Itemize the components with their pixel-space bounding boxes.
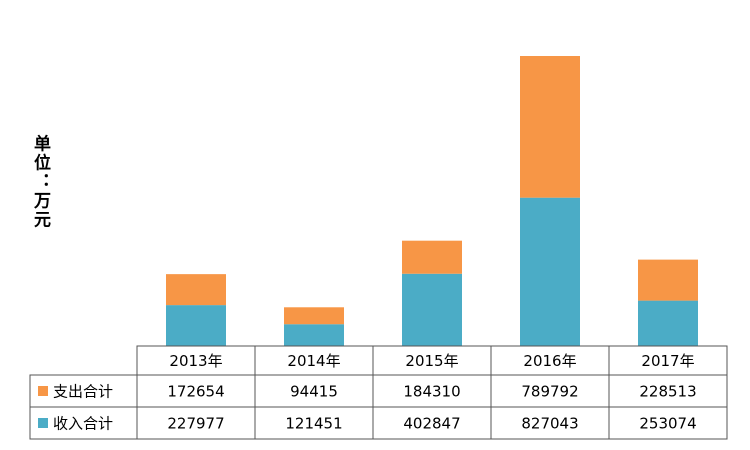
- bar-segment: [166, 274, 226, 306]
- bar-segment: [520, 197, 580, 346]
- legend-label: 支出合计: [53, 383, 113, 401]
- bar-segment: [166, 305, 226, 346]
- table-value: 184310: [403, 383, 460, 401]
- table-value: 172654: [167, 383, 224, 401]
- legend-swatch: [38, 386, 48, 396]
- table-value: 228513: [639, 383, 696, 401]
- table-value: 94415: [290, 383, 338, 401]
- y-axis-label: 单位：万元: [30, 133, 52, 229]
- table-value: 789792: [521, 383, 578, 401]
- table-value: 121451: [285, 415, 342, 433]
- category-label: 2017年: [641, 352, 694, 370]
- table-cell: [608, 406, 728, 440]
- bar-segment: [402, 240, 462, 274]
- bar-segment: [638, 259, 698, 301]
- category-label: 2015年: [405, 352, 458, 370]
- legend-label: 收入合计: [53, 415, 113, 433]
- legend-swatch: [38, 418, 48, 428]
- bar-segment: [284, 307, 344, 325]
- bar-segment: [284, 324, 344, 346]
- bar-segment: [638, 300, 698, 346]
- table-value: 227977: [167, 415, 224, 433]
- table-value: 827043: [521, 415, 578, 433]
- bar-segment: [402, 273, 462, 346]
- category-label: 2014年: [287, 352, 340, 370]
- table-value: 253074: [639, 415, 696, 433]
- table-value: 402847: [403, 415, 460, 433]
- category-label: 2016年: [523, 352, 576, 370]
- bar-segment: [520, 56, 580, 198]
- category-label: 2013年: [169, 352, 222, 370]
